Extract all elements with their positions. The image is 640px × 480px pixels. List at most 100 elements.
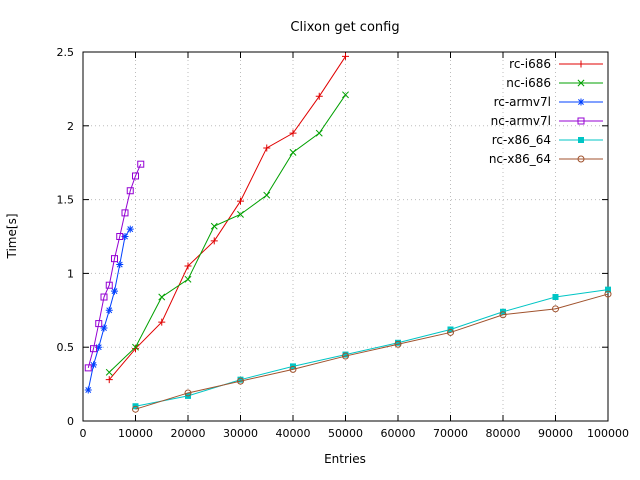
circle-open-marker: [184, 389, 192, 397]
square-open-marker: [116, 233, 124, 240]
cross-marker: [289, 148, 297, 156]
square-open-marker: [137, 160, 145, 168]
series-rc-x86_64: [132, 286, 611, 410]
square-open-marker: [90, 345, 97, 353]
circle-open-marker: [342, 352, 349, 360]
square-open-marker: [126, 187, 134, 195]
circle-open-marker: [237, 377, 244, 385]
asterisk-marker: [90, 361, 97, 368]
x-tick-label: 60000: [381, 427, 416, 440]
series-line-nc-i686: [108, 94, 346, 373]
y-tick-label: 0.5: [57, 341, 75, 354]
y-tick-label: 0: [67, 415, 74, 428]
cross-marker: [210, 222, 218, 230]
cross-marker: [315, 129, 323, 137]
plus-marker: [158, 318, 166, 326]
x-tick-label: 80000: [486, 427, 521, 440]
square-open-marker: [577, 117, 585, 125]
legend-entry-rc-x86_64: rc-x86_64: [492, 133, 603, 147]
circle-open-marker: [289, 365, 297, 373]
asterisk-marker: [127, 226, 134, 233]
asterisk-marker: [116, 261, 123, 268]
square-filled-marker: [395, 339, 401, 346]
plus-marker: [289, 129, 297, 137]
legend-label-nc-i686: nc-i686: [506, 76, 551, 90]
series-line-rc-x86_64: [135, 289, 609, 407]
x-tick-label: 70000: [433, 427, 468, 440]
cross-marker: [263, 191, 271, 199]
square-open-marker: [105, 281, 113, 289]
series-nc-armv7l: [84, 160, 145, 372]
legend-label-rc-i686: rc-i686: [509, 57, 551, 71]
plus-marker: [342, 52, 349, 60]
plus-marker: [577, 60, 585, 68]
asterisk-marker: [122, 233, 128, 240]
cross-marker: [184, 275, 192, 283]
legend-layer: rc-i686 nc-i686 rc-armv7l nc-armv7l rc-x86_6…: [489, 57, 603, 166]
circle-open-marker: [447, 328, 454, 336]
asterisk-marker: [111, 288, 118, 295]
circle-open-marker: [132, 405, 139, 413]
circle-open-marker: [604, 290, 612, 298]
square-open-marker: [100, 293, 108, 301]
plus-marker: [210, 237, 218, 245]
square-open-marker: [95, 320, 103, 328]
square-open-marker: [132, 172, 139, 180]
legend-entry-nc-i686: nc-i686: [506, 76, 603, 90]
plus-marker: [237, 197, 244, 205]
legend-entry-rc-armv7l: rc-armv7l: [494, 95, 603, 109]
x-tick-label: 20000: [171, 427, 206, 440]
series-nc-x86_64: [132, 290, 612, 413]
cross-marker: [158, 293, 166, 301]
asterisk-marker: [85, 387, 92, 393]
series-nc-i686: [105, 91, 349, 376]
legend-label-nc-x86_64: nc-x86_64: [489, 152, 551, 166]
asterisk-marker: [95, 344, 102, 351]
chart-title: Clixon get config: [290, 20, 399, 35]
cross-marker: [237, 210, 244, 218]
square-open-marker: [121, 209, 129, 217]
x-tick-label: 10000: [118, 427, 153, 440]
square-filled-marker: [342, 351, 349, 358]
legend-entry-nc-x86_64: nc-x86_64: [489, 152, 603, 166]
series-line-nc-x86_64: [135, 293, 609, 410]
square-open-marker: [84, 364, 92, 372]
circle-open-marker: [499, 311, 507, 319]
square-filled-marker: [578, 137, 584, 143]
y-tick-label: 2.5: [57, 46, 75, 59]
tick-layer: 0 10000 20000 30000 40000 50000 60000 70000 8000…: [57, 46, 630, 440]
series-layer: [84, 52, 612, 413]
plus-marker: [263, 144, 271, 152]
square-filled-marker: [237, 376, 244, 383]
series-line-rc-i686: [108, 56, 346, 380]
asterisk-marker: [578, 99, 584, 105]
series-rc-i686: [105, 52, 349, 384]
cross-marker: [132, 343, 139, 351]
square-open-marker: [111, 255, 118, 263]
legend-label-rc-x86_64: rc-x86_64: [492, 133, 551, 147]
plus-marker: [315, 92, 323, 100]
circle-open-marker: [577, 155, 585, 163]
cross-marker: [577, 79, 585, 87]
x-tick-label: 30000: [223, 427, 258, 440]
x-tick-label: 90000: [538, 427, 573, 440]
y-tick-label: 1.5: [57, 194, 75, 207]
y-tick-label: 2: [67, 120, 74, 133]
x-tick-label: 100000: [587, 427, 629, 440]
x-tick-label: 40000: [276, 427, 311, 440]
plus-marker: [105, 376, 113, 384]
square-filled-marker: [605, 286, 611, 293]
circle-open-marker: [552, 305, 559, 313]
x-axis-label: Entries: [324, 452, 366, 466]
x-tick-label: 50000: [328, 427, 363, 440]
y-tick-label: 1: [67, 267, 74, 280]
series-line-nc-armv7l: [87, 163, 142, 368]
asterisk-marker: [106, 307, 113, 314]
legend-entry-nc-armv7l: nc-armv7l: [491, 114, 603, 128]
series-rc-armv7l: [84, 225, 134, 394]
cross-marker: [342, 91, 349, 99]
legend-entry-rc-i686: rc-i686: [509, 57, 603, 71]
x-tick-label: 0: [80, 427, 87, 440]
